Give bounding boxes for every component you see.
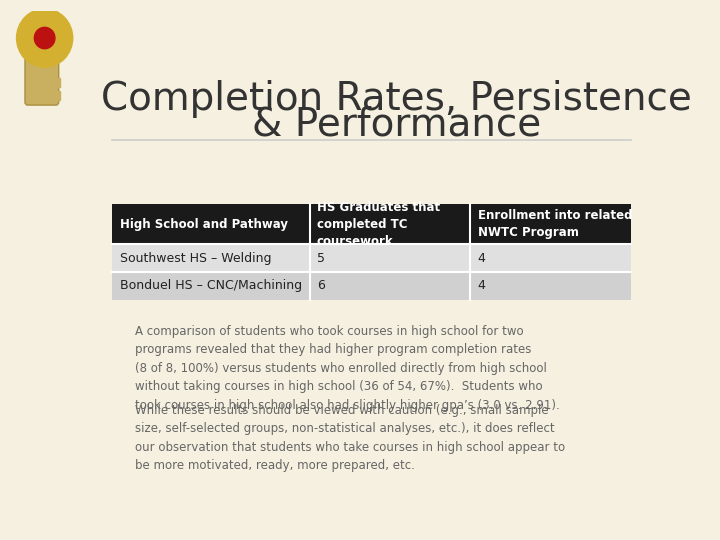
Bar (45, 91, 60, 100)
Text: 5: 5 (317, 252, 325, 265)
Text: 4: 4 (477, 279, 485, 292)
Text: A comparison of students who took courses in high school for two
programs reveal: A comparison of students who took course… (135, 325, 559, 411)
Bar (45, 78, 60, 86)
Text: While these results should be viewed with caution (e.g., small sample
size, self: While these results should be viewed wit… (135, 404, 564, 472)
Text: Enrollment into related
NWTC Program: Enrollment into related NWTC Program (477, 209, 632, 239)
Bar (112, 204, 631, 244)
Text: & Performance: & Performance (252, 105, 541, 143)
Text: 6: 6 (317, 279, 325, 292)
Text: 4: 4 (477, 252, 485, 265)
Text: High School and Pathway: High School and Pathway (120, 218, 287, 231)
Text: Completion Rates, Persistence: Completion Rates, Persistence (102, 80, 693, 118)
Bar (112, 244, 631, 272)
Circle shape (35, 28, 55, 49)
Text: Southwest HS – Welding: Southwest HS – Welding (120, 252, 271, 265)
Text: Bonduel HS – CNC/Machining: Bonduel HS – CNC/Machining (120, 279, 302, 292)
FancyBboxPatch shape (25, 55, 59, 105)
Text: HS Graduates that
completed TC
coursework: HS Graduates that completed TC coursewor… (317, 201, 440, 248)
Bar (112, 272, 631, 300)
Circle shape (17, 9, 73, 67)
